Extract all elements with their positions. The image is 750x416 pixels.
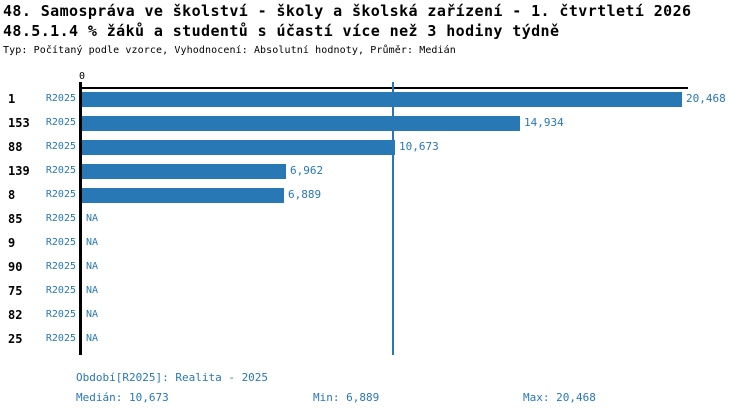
na-value-label: NA [86, 237, 99, 248]
category-label: 25 [8, 332, 23, 346]
series-label: R2025 [45, 141, 76, 152]
footer-period-label: Období[R2025]: Realita - 2025 [76, 371, 269, 384]
bar-value-label: 10,673 [399, 140, 439, 153]
bar [82, 164, 286, 179]
chart-row: 153 R2025 14,934 [0, 111, 750, 135]
chart-row: 85 R2025 NA [0, 207, 750, 231]
na-value-label: NA [86, 309, 99, 320]
na-value-label: NA [86, 213, 99, 224]
median-line [392, 82, 394, 355]
series-label: R2025 [45, 333, 76, 344]
x-axis-zero-label: 0 [78, 71, 86, 82]
bar [82, 188, 284, 203]
series-label: R2025 [45, 285, 76, 296]
category-label: 82 [8, 308, 23, 322]
bar-value-label: 20,468 [686, 92, 726, 105]
series-label: R2025 [45, 261, 76, 272]
series-label: R2025 [45, 309, 76, 320]
chart-row: 75 R2025 NA [0, 279, 750, 303]
category-label: 9 [8, 236, 16, 250]
chart-row: 1 R2025 20,468 [0, 87, 750, 111]
series-label: R2025 [45, 189, 76, 200]
page-subtitle: 48.5.1.4 % žáků a studentů s účastí více… [3, 22, 560, 40]
series-label: R2025 [45, 237, 76, 248]
na-value-label: NA [86, 333, 99, 344]
category-label: 90 [8, 260, 23, 274]
chart-row: 25 R2025 NA [0, 327, 750, 351]
page-title: 48. Samospráva ve školství - školy a ško… [3, 2, 692, 20]
series-label: R2025 [45, 93, 76, 104]
y-axis-line [79, 82, 82, 355]
chart-meta: Typ: Počítaný podle vzorce, Vyhodnocení:… [3, 45, 456, 56]
category-label: 85 [8, 212, 23, 226]
bar [82, 92, 682, 107]
na-value-label: NA [86, 285, 99, 296]
category-label: 8 [8, 188, 16, 202]
chart-row: 9 R2025 NA [0, 231, 750, 255]
chart-row: 8 R2025 6,889 [0, 183, 750, 207]
series-label: R2025 [45, 165, 76, 176]
chart-row: 88 R2025 10,673 [0, 135, 750, 159]
category-label: 139 [8, 164, 30, 178]
category-label: 75 [8, 284, 23, 298]
series-label: R2025 [45, 117, 76, 128]
footer-min-stat: Min: 6,889 [313, 391, 380, 404]
bar-value-label: 6,889 [288, 188, 322, 201]
chart-row: 90 R2025 NA [0, 255, 750, 279]
category-label: 88 [8, 140, 23, 154]
x-axis-line [79, 87, 688, 89]
chart-row: 139 R2025 6,962 [0, 159, 750, 183]
series-label: R2025 [45, 213, 76, 224]
footer-median-stat: Medián: 10,673 [76, 391, 169, 404]
footer-max-stat: Max: 20,468 [523, 391, 596, 404]
bar-value-label: 14,934 [524, 116, 564, 129]
category-label: 153 [8, 116, 30, 130]
chart-row: 82 R2025 NA [0, 303, 750, 327]
bar-value-label: 6,962 [290, 164, 324, 177]
na-value-label: NA [86, 261, 99, 272]
category-label: 1 [8, 92, 16, 106]
bar [82, 116, 520, 131]
bar [82, 140, 395, 155]
